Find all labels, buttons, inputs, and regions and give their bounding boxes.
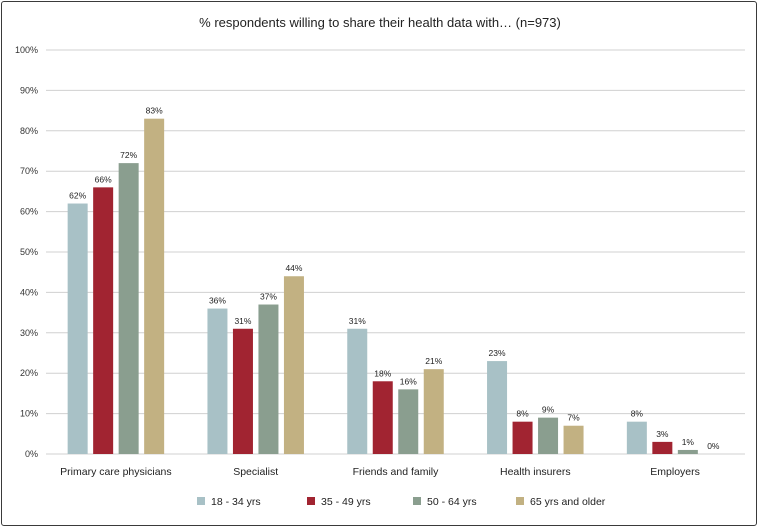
data-label: 44% (285, 263, 302, 273)
y-tick-label: 40% (20, 287, 38, 297)
data-label: 83% (146, 106, 163, 116)
data-label: 7% (567, 413, 580, 423)
bar (626, 421, 647, 454)
bar (398, 389, 419, 454)
chart-title: % respondents willing to share their hea… (199, 15, 561, 30)
bar (347, 328, 368, 454)
data-label: 16% (400, 376, 417, 386)
data-label: 9% (542, 405, 555, 415)
y-tick-label: 10% (20, 409, 38, 419)
bar (423, 369, 444, 454)
legend-swatch (413, 497, 421, 505)
x-category-label: Friends and family (353, 466, 440, 478)
bar (283, 276, 304, 454)
y-tick-label: 30% (20, 328, 38, 338)
data-label: 72% (120, 150, 137, 160)
y-tick-label: 60% (20, 207, 38, 217)
data-label: 18% (374, 368, 391, 378)
data-label: 66% (95, 174, 112, 184)
bar (652, 441, 673, 454)
data-label: 36% (209, 296, 226, 306)
data-label: 21% (425, 356, 442, 366)
y-tick-label: 90% (20, 85, 38, 95)
legend-swatch (197, 497, 205, 505)
bar (118, 163, 139, 454)
bar (487, 361, 508, 454)
bar (677, 449, 698, 454)
bar (372, 381, 393, 454)
data-label: 37% (260, 292, 277, 302)
legend-label: 50 - 64 yrs (427, 496, 477, 508)
x-category-label: Primary care physicians (60, 466, 171, 478)
bar (67, 203, 88, 454)
legend-label: 65 yrs and older (530, 496, 606, 508)
x-category-label: Specialist (233, 466, 278, 478)
y-tick-label: 20% (20, 368, 38, 378)
bar (144, 118, 165, 455)
y-tick-label: 100% (15, 45, 38, 55)
legend-swatch (307, 497, 315, 505)
bar (563, 425, 584, 454)
x-category-label: Health insurers (500, 466, 571, 478)
legend-swatch (516, 497, 524, 505)
bar (207, 308, 228, 454)
bar (232, 328, 253, 454)
bar (93, 187, 114, 455)
data-label: 1% (682, 437, 695, 447)
y-tick-label: 70% (20, 166, 38, 176)
y-tick-label: 50% (20, 247, 38, 257)
bar (538, 417, 559, 454)
data-label: 3% (656, 429, 669, 439)
legend-label: 18 - 34 yrs (211, 496, 261, 508)
y-tick-label: 80% (20, 126, 38, 136)
bar (258, 304, 279, 454)
x-category-label: Employers (650, 466, 700, 478)
data-label: 31% (349, 316, 366, 326)
y-tick-label: 0% (25, 449, 38, 459)
data-label: 8% (516, 409, 529, 419)
data-label: 0% (707, 441, 720, 451)
bar (512, 421, 533, 454)
data-label: 23% (489, 348, 506, 358)
data-label: 62% (69, 191, 86, 201)
legend-label: 35 - 49 yrs (321, 496, 371, 508)
data-label: 8% (631, 409, 644, 419)
data-label: 31% (234, 316, 251, 326)
